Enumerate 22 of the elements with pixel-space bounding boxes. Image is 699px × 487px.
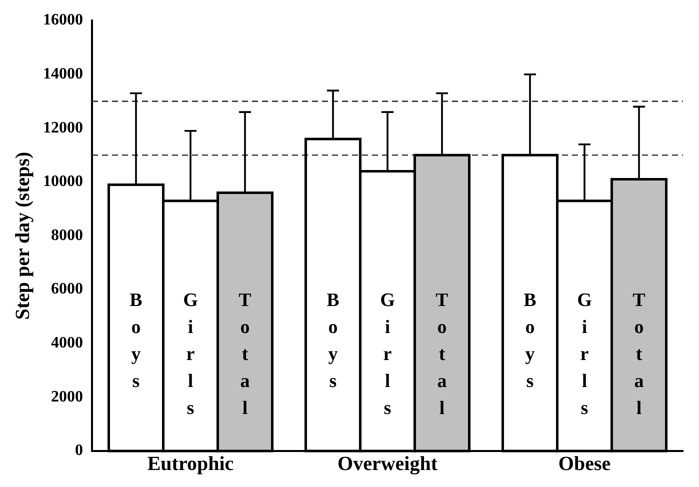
y-tick-label: 12000 — [43, 119, 83, 136]
text: Total — [632, 290, 646, 419]
text: Boys — [130, 290, 142, 392]
y-tick-label: 4000 — [51, 334, 83, 352]
series-label: Boys — [326, 290, 340, 392]
y-tick-label: 8000 — [51, 226, 83, 244]
text: Total — [238, 290, 252, 419]
y-tick-label: 0 — [75, 442, 83, 460]
series-label: Girls — [183, 290, 198, 419]
text: Girls — [577, 290, 592, 419]
text: Boys — [524, 290, 536, 392]
x-tick-label: Overweight — [338, 453, 438, 476]
x-tick-label: Eutrophic — [147, 453, 234, 476]
y-tick-label: 2000 — [51, 388, 83, 406]
y-tick-label: 10000 — [43, 173, 83, 190]
y-axis-title: Step per day (steps) — [12, 152, 34, 320]
x-tick-label: Obese — [558, 453, 611, 476]
series-label: Total — [436, 290, 449, 419]
y-tick-label: 6000 — [51, 280, 83, 298]
text: Girls — [380, 290, 395, 419]
y-tick-label: 16000 — [43, 12, 83, 29]
y-tick-label: 14000 — [43, 66, 83, 83]
